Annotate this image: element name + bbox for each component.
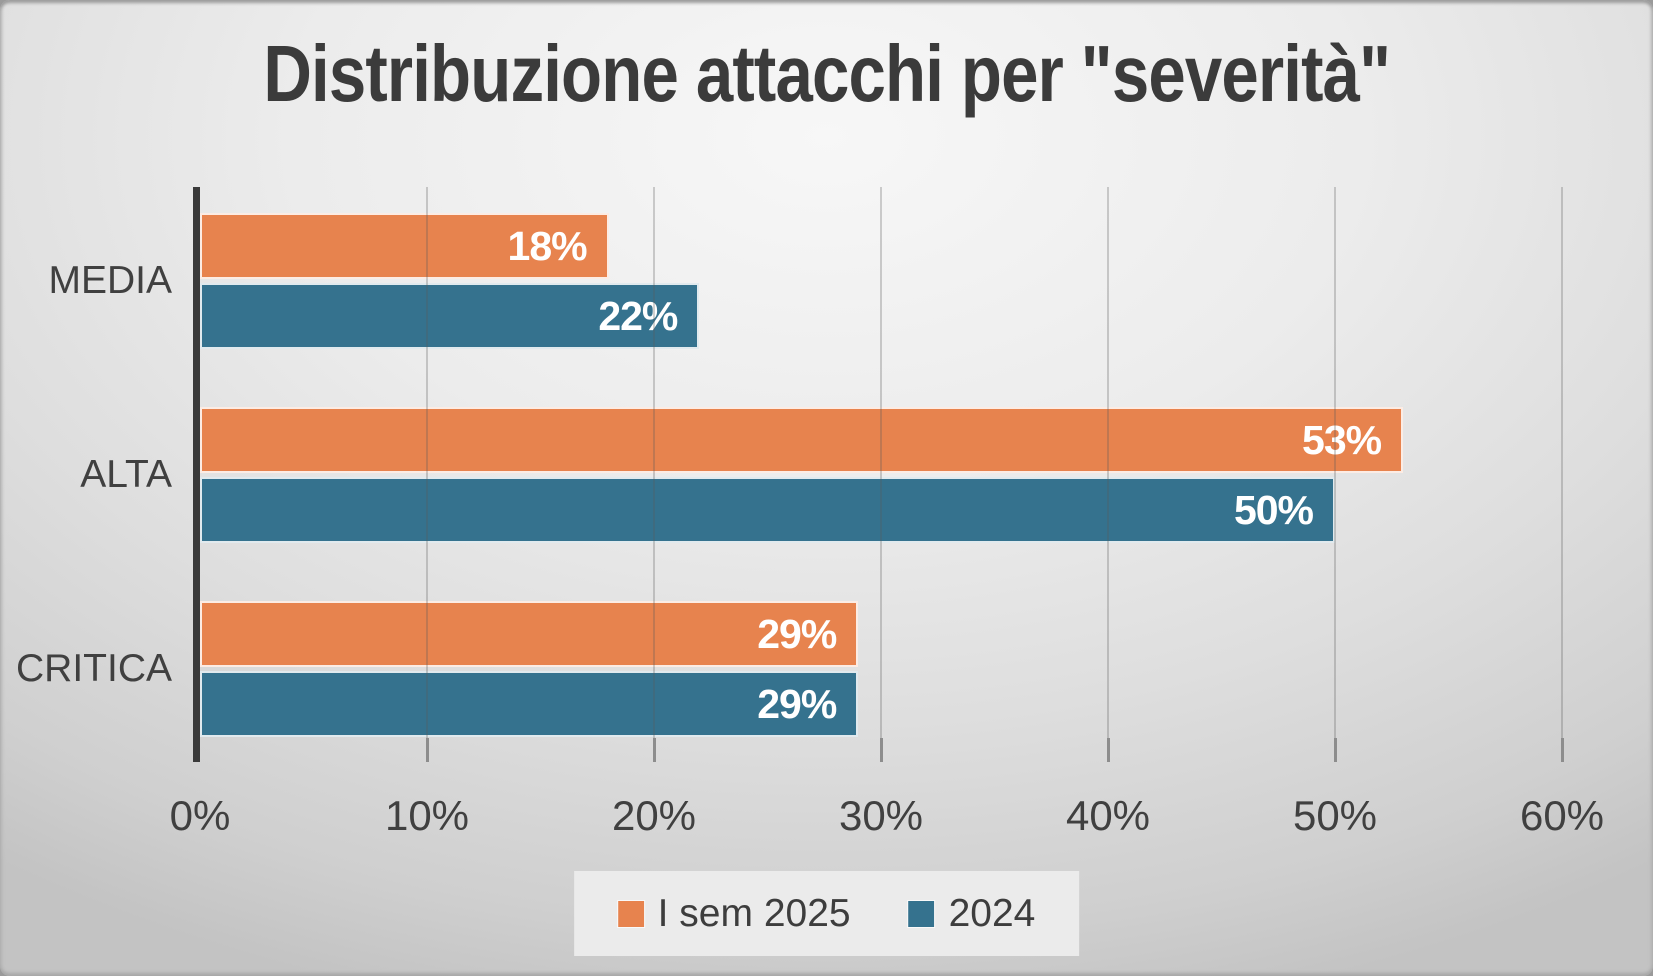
category-label-alta: ALTA	[80, 453, 172, 496]
bar-alta-i-sem-2025: 53%	[200, 407, 1404, 473]
gridline-50	[1334, 187, 1336, 738]
x-axis-tick-label-30: 30%	[838, 792, 924, 839]
legend-label: 2024	[948, 891, 1036, 935]
axis-tick-60	[1561, 738, 1564, 762]
legend-item-2024: 2024	[907, 891, 1036, 936]
axis-tick-20	[653, 738, 656, 762]
chart-title-container: Distribuzione attacchi per "severità"	[0, 28, 1653, 120]
x-axis-tick-label-10: 10%	[384, 792, 470, 839]
axis-tick-50	[1334, 738, 1337, 762]
bar-value-label: 53%	[1302, 416, 1382, 463]
gridline-40	[1107, 187, 1109, 738]
gridline-60	[1561, 187, 1563, 738]
bar-value-label: 50%	[1233, 486, 1314, 533]
category-label-media: MEDIA	[48, 259, 172, 302]
gridline-20	[653, 187, 655, 738]
x-axis-tick-label-0: 0%	[169, 792, 231, 839]
x-axis-tick-label-20: 20%	[611, 792, 697, 839]
x-axis-tick-label-50: 50%	[1292, 792, 1378, 839]
legend-label: I sem 2025	[657, 891, 851, 935]
axis-tick-30	[880, 738, 883, 762]
bar-media-i-sem-2025: 18%	[200, 213, 609, 279]
bar-value-label: 29%	[757, 680, 837, 727]
legend-swatch	[616, 899, 645, 928]
category-label-critica: CRITICA	[16, 647, 172, 690]
gridline-30	[880, 187, 882, 738]
legend-swatch	[907, 899, 936, 928]
chart-title: Distribuzione attacchi per "severità"	[263, 29, 1391, 118]
category-axis-line	[193, 187, 200, 762]
x-axis-tick-label-60: 60%	[1519, 792, 1605, 839]
bar-value-label: 18%	[507, 222, 588, 269]
x-axis-tick-label-40: 40%	[1065, 792, 1151, 839]
bar-value-label: 22%	[598, 292, 678, 339]
bar-media-2024: 22%	[200, 283, 700, 349]
legend-item-i-sem-2025: I sem 2025	[616, 891, 851, 936]
axis-tick-40	[1107, 738, 1110, 762]
axis-tick-10	[426, 738, 429, 762]
bar-alta-2024: 50%	[200, 477, 1335, 543]
bar-critica-i-sem-2025: 29%	[200, 601, 859, 667]
gridline-10	[426, 187, 428, 738]
bar-critica-2024: 29%	[200, 671, 859, 737]
legend: I sem 2025 2024	[573, 871, 1080, 956]
bar-value-label: 29%	[757, 610, 837, 657]
